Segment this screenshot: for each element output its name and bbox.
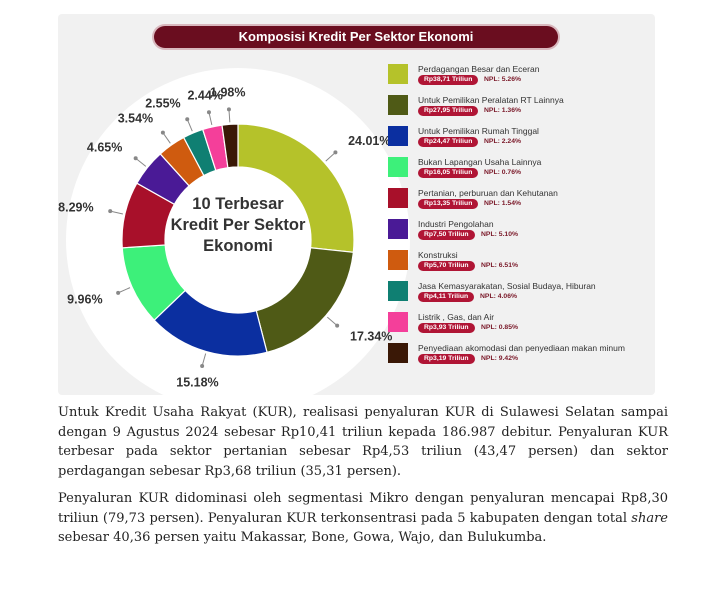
legend-amount-badge: Rp3,19 Triliun xyxy=(418,354,475,364)
legend-label: Listrik , Gas, dan Air xyxy=(418,312,495,322)
legend-swatch xyxy=(388,157,408,177)
body-text: Untuk Kredit Usaha Rakyat (KUR), realisa… xyxy=(58,403,668,556)
legend-label: Untuk Pemilikan Rumah Tinggal xyxy=(418,126,539,136)
legend-label: Untuk Pemilikan Peralatan RT Lainnya xyxy=(418,95,564,105)
slice-2-leader xyxy=(326,316,338,326)
legend-label: Jasa Kemasyarakatan, Sosial Budaya, Hibu… xyxy=(418,281,596,291)
legend-amount-badge: Rp7,50 Triliun xyxy=(418,230,475,240)
legend-amount-badge: Rp3,93 Triliun xyxy=(418,323,475,333)
slice-7-leader-dot xyxy=(160,130,165,135)
slice-7-leader xyxy=(162,132,171,144)
legend-amount-badge: Rp27,95 Triliun xyxy=(418,106,479,116)
slice-4-percent-label: 9.96% xyxy=(67,293,102,307)
chart-figure: 24.01% 17.34% 15.18% 9.96% 8.29% 4.65% 3.54% 2.… xyxy=(58,14,655,395)
slice-8-percent-label: 2.55% xyxy=(145,97,180,111)
legend-amount-badge: Rp24,47 Triliun xyxy=(418,137,479,147)
slice-1-leader xyxy=(325,152,336,162)
chart-legend: Perdagangan Besar dan Eceran Rp38,71 Tril… xyxy=(58,14,655,395)
legend-npl-value: NPL: 4.06% xyxy=(480,293,518,300)
slice-2-leader-dot xyxy=(335,323,340,328)
legend-label: Perdagangan Besar dan Eceran xyxy=(418,64,540,74)
chart-title: Komposisi Kredit Per Sektor Ekonomi xyxy=(154,26,558,48)
slice-10 xyxy=(221,123,239,169)
slice-8-leader xyxy=(186,119,193,132)
legend-swatch xyxy=(388,343,408,363)
slice-3-percent-label: 15.18% xyxy=(176,375,218,389)
slice-3-leader-dot xyxy=(200,363,205,368)
slice-6-leader xyxy=(135,157,147,167)
legend-amount-badge: Rp38,71 Triliun xyxy=(418,75,479,85)
legend-swatch xyxy=(388,219,408,239)
legend-npl-value: NPL: 1.36% xyxy=(484,107,522,114)
legend-npl-value: NPL: 2.24% xyxy=(484,138,522,145)
paragraph-2: Penyaluran KUR didominasi oleh segmentas… xyxy=(58,489,668,548)
slice-10-percent-label: 1.98% xyxy=(210,85,245,99)
legend-npl-value: NPL: 6.51% xyxy=(481,262,519,269)
legend-npl-value: NPL: 1.54% xyxy=(484,200,522,207)
slice-6-percent-label: 4.65% xyxy=(87,141,122,155)
slice-9-leader xyxy=(208,112,213,126)
slice-5-percent-label: 8.29% xyxy=(58,200,93,214)
donut-chart: 24.01%17.34%15.18%9.96%8.29%4.65%3.54%2.… xyxy=(58,68,410,395)
legend-amount-badge: Rp5,70 Triliun xyxy=(418,261,475,271)
paragraph-1: Untuk Kredit Usaha Rakyat (KUR), realisa… xyxy=(58,405,668,479)
legend-swatch xyxy=(388,95,408,115)
legend-npl-value: NPL: 9.42% xyxy=(481,355,519,362)
slice-5-leader-dot xyxy=(108,209,113,214)
legend-npl-value: NPL: 5.10% xyxy=(481,231,519,238)
slice-7-percent-label: 3.54% xyxy=(118,112,153,126)
legend-swatch xyxy=(388,281,408,301)
legend-label: Bukan Lapangan Usaha Lainnya xyxy=(418,157,542,167)
paragraph-2-italic: share xyxy=(631,510,668,526)
legend-swatch xyxy=(388,250,408,270)
slice-4-leader xyxy=(117,287,131,294)
slice-9-percent-label: 2.44% xyxy=(187,89,222,103)
center-label-line-1: 10 Terbesar xyxy=(192,195,284,213)
legend-amount-badge: Rp16,05 Triliun xyxy=(418,168,479,178)
legend-amount-badge: Rp13,35 Triliun xyxy=(418,199,479,209)
slice-1-leader-dot xyxy=(333,150,338,155)
slice-9-leader-dot xyxy=(206,110,211,115)
slice-10-leader xyxy=(228,109,231,123)
center-label-line-2: Kredit Per Sektor xyxy=(171,216,306,234)
legend-npl-value: NPL: 0.85% xyxy=(481,324,519,331)
legend-npl-value: NPL: 5.26% xyxy=(484,76,522,83)
slice-2-percent-label: 17.34% xyxy=(350,330,392,344)
slice-1-percent-label: 24.01% xyxy=(348,134,390,148)
legend-npl-value: NPL: 0.76% xyxy=(484,169,522,176)
slice-6-leader-dot xyxy=(133,156,138,161)
paragraph-2-text-b: sebesar 40,36 persen yaitu Makassar, Bon… xyxy=(58,530,547,545)
slice-8-leader-dot xyxy=(185,117,190,122)
legend-label: Pertanian, perburuan dan Kehutanan xyxy=(418,188,558,198)
legend-swatch xyxy=(388,126,408,146)
slice-5-leader xyxy=(110,210,124,215)
paragraph-2-text-a: Penyaluran KUR didominasi oleh segmentas… xyxy=(58,491,668,526)
legend-label: Konstruksi xyxy=(418,250,458,260)
slice-3-leader xyxy=(201,353,207,367)
legend-label: Penyediaan akomodasi dan penyediaan maka… xyxy=(418,343,625,353)
legend-amount-badge: Rp4,11 Triliun xyxy=(418,292,475,302)
slice-4-leader-dot xyxy=(116,290,121,295)
center-label-line-3: Ekonomi xyxy=(203,237,273,255)
legend-label: Industri Pengolahan xyxy=(418,219,494,229)
legend-swatch xyxy=(388,312,408,332)
legend-swatch xyxy=(388,64,408,84)
legend-swatch xyxy=(388,188,408,208)
slice-10-leader-dot xyxy=(226,107,231,112)
